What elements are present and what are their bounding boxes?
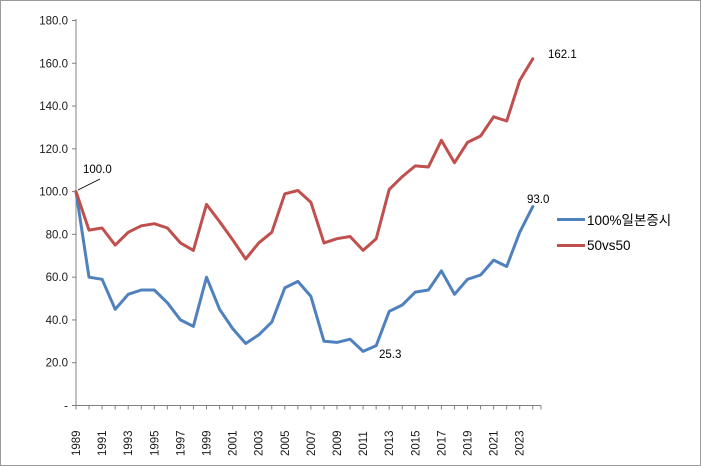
y-axis-tick-label: 40.0: [46, 315, 68, 327]
x-axis-tick-label: 2021: [489, 430, 501, 456]
x-axis-tick-label: 2003: [254, 430, 266, 456]
x-axis-tick-label: 1991: [97, 430, 109, 456]
x-axis-tick-label: 2023: [515, 430, 527, 456]
series-line-50vs50: [74, 57, 535, 261]
legend-label: 100%일본증시: [587, 213, 672, 228]
x-axis-tick-label: 2017: [436, 430, 448, 456]
y-axis-tick-label: 160.0: [39, 58, 68, 70]
y-axis-tick-label: 60.0: [46, 272, 68, 284]
x-axis-tick-label: 2019: [463, 430, 475, 456]
y-axis-tick-label: 120.0: [39, 144, 68, 156]
annotation-blue-series-min-value: 25.3: [379, 349, 402, 361]
x-axis-tick-label: 1993: [123, 430, 135, 456]
x-axis-tick-label: 2007: [306, 430, 318, 456]
x-axis-tick-label: 1999: [202, 430, 214, 456]
annotation-red-series-end-value: 162.1: [548, 49, 577, 61]
y-axis-tick-label: 180.0: [39, 16, 68, 28]
annotation-blue-series-end-value: 93.0: [527, 194, 550, 206]
y-axis-tick-label: 20.0: [46, 358, 68, 370]
series-line-japan-stock: [74, 190, 535, 353]
legend: 100%일본증시 50vs50: [557, 209, 671, 253]
y-axis-tick-label: 100.0: [39, 187, 68, 199]
x-axis-tick-label: 2011: [358, 431, 370, 456]
x-axis-tick-label: 1995: [149, 430, 161, 456]
x-axis-tick-label: 2001: [228, 430, 240, 456]
x-axis-tick-label: 2005: [280, 430, 292, 456]
y-axis-tick-label: 140.0: [39, 101, 68, 113]
x-axis-tick-label: 2013: [384, 430, 396, 456]
legend-label: 50vs50: [587, 238, 631, 253]
x-axis-tick-label: 1989: [71, 430, 83, 456]
y-axis-tick-label: -: [64, 401, 68, 413]
annotation-leader-line: [77, 178, 101, 191]
legend-line-swatch-red: [557, 244, 585, 247]
x-axis-tick-label: 2015: [410, 430, 422, 456]
annotation-start-value: 100.0: [83, 164, 112, 176]
x-axis-tick-label: 2009: [332, 430, 344, 456]
legend-item-50vs50: 50vs50: [557, 238, 671, 253]
legend-line-swatch-blue: [557, 217, 585, 221]
x-axis-tick-label: 1997: [175, 430, 187, 456]
legend-item-japan-stock: 100%일본증시: [557, 209, 671, 229]
y-axis-tick-label: 80.0: [46, 229, 68, 241]
